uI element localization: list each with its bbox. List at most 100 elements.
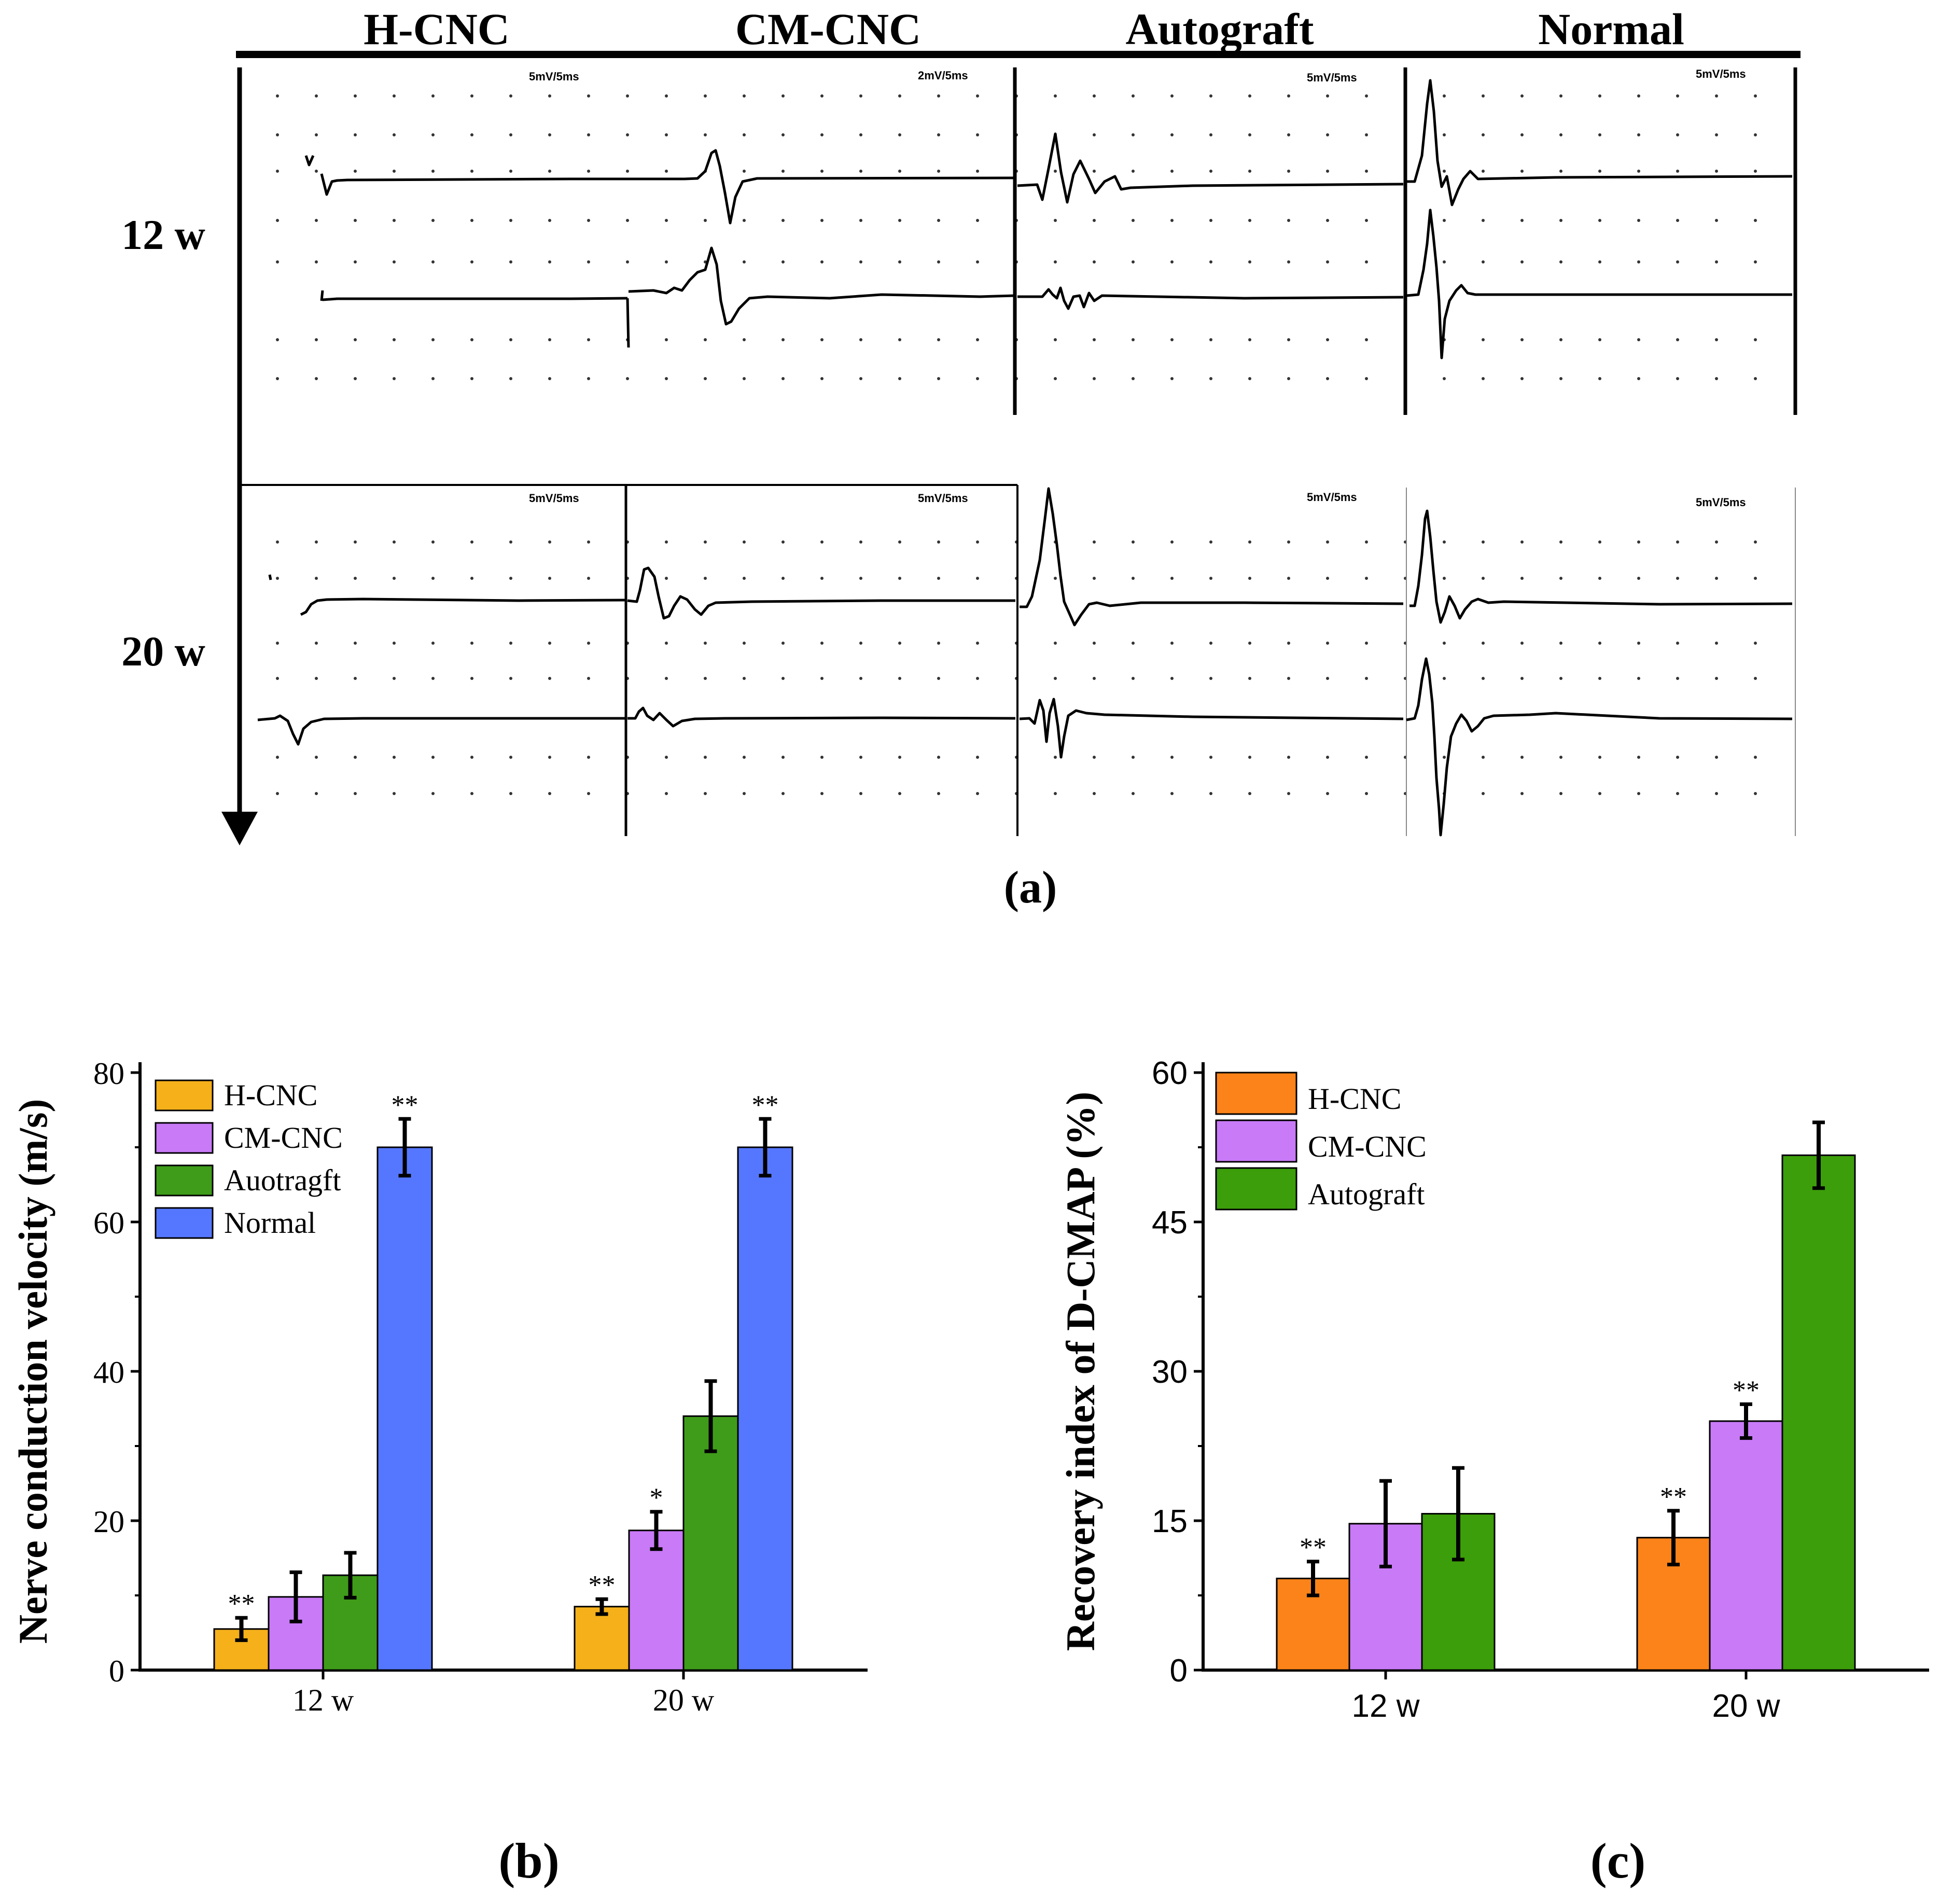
grid-dot <box>431 133 435 136</box>
grid-dot <box>1598 540 1601 544</box>
grid-dot <box>470 133 473 136</box>
grid-dot <box>859 170 862 173</box>
trace-12w-normal-b <box>1406 209 1792 359</box>
grid-dot <box>548 677 551 680</box>
grid-dot <box>1676 133 1679 136</box>
grid-dot <box>1326 756 1329 759</box>
x-tick-label: 20 w <box>653 1683 715 1717</box>
trace-20w-autograft-b <box>1019 698 1404 759</box>
grid-dot <box>315 577 318 580</box>
grid-dot <box>898 133 901 136</box>
grid-dot <box>820 677 824 680</box>
grid-dot <box>976 677 979 680</box>
grid-dot <box>509 170 512 173</box>
grid-dot <box>1520 170 1524 173</box>
emg-traces <box>257 79 1793 837</box>
y-tick-label: 45 <box>1152 1205 1188 1241</box>
legend-label: Autograft <box>1308 1177 1425 1211</box>
grid-dot <box>1132 170 1135 173</box>
legend-swatch <box>1215 1119 1297 1163</box>
grid-dot <box>1443 94 1446 98</box>
grid-dot <box>509 133 512 136</box>
grid-dot <box>1482 338 1485 341</box>
grid-dot <box>743 219 746 222</box>
grid-dot <box>1598 170 1601 173</box>
grid-dot <box>1170 756 1174 759</box>
grid-dot <box>1287 642 1290 645</box>
grid-dot <box>859 642 862 645</box>
grid-dot <box>665 219 668 222</box>
grid-dot <box>1054 377 1057 380</box>
grid-dot <box>1326 642 1329 645</box>
grid-dot <box>1287 338 1290 341</box>
grid-dot <box>1365 792 1368 795</box>
trace-20w-normal-b <box>1406 657 1793 837</box>
grid-dot <box>587 338 590 341</box>
grid-dot <box>704 642 707 645</box>
grid-dot <box>1287 792 1290 795</box>
grid-dot <box>1093 219 1096 222</box>
grid-dot <box>743 677 746 680</box>
grid-dot <box>1365 260 1368 263</box>
grid-dot <box>276 260 279 263</box>
grid-dot <box>393 260 396 263</box>
grid-dot <box>276 170 279 173</box>
grid-dot <box>1482 756 1485 759</box>
grid-dot <box>1209 677 1212 680</box>
grid-dot <box>1520 219 1524 222</box>
grid-dot <box>937 642 940 645</box>
grid-dot <box>1715 377 1718 380</box>
grid-dot <box>704 94 707 98</box>
col-header-cm-cnc: CM-CNC <box>735 4 921 54</box>
grid-dot <box>743 338 746 341</box>
chart-b: 0 20 40 60 80 Nerve conduction velocity (m/s)… <box>10 1057 868 1717</box>
bar <box>737 1146 793 1671</box>
grid-dot <box>704 577 707 580</box>
grid-dot <box>743 133 746 136</box>
grid-dot <box>587 792 590 795</box>
grid-dot <box>1170 219 1174 222</box>
grid-dot <box>1520 133 1524 136</box>
grid-dot <box>820 170 824 173</box>
grid-dot <box>1598 377 1601 380</box>
grid-dot <box>1598 219 1601 222</box>
grid-dot <box>976 540 979 544</box>
grid-dot <box>1054 94 1057 98</box>
significance-label: ** <box>1660 1482 1687 1512</box>
grid-dot <box>587 170 590 173</box>
grid-dot <box>1326 338 1329 341</box>
grid-dot <box>1598 260 1601 263</box>
y-tick-label: 30 <box>1152 1354 1188 1390</box>
grid-dot <box>509 219 512 222</box>
grid-dot <box>1482 377 1485 380</box>
grid-dot <box>276 540 279 544</box>
grid-dot <box>276 377 279 380</box>
grid-dot <box>898 756 901 759</box>
grid-dot <box>859 756 862 759</box>
grid-dot <box>1054 642 1057 645</box>
legend-swatch <box>155 1079 214 1111</box>
grid-dot <box>1209 756 1212 759</box>
grid-dot <box>1132 133 1135 136</box>
scale-labels: 5mV/5ms 2mV/5ms 5mV/5ms 5mV/5ms 5mV/5ms … <box>529 67 1746 509</box>
scale-label: 5mV/5ms <box>529 70 579 83</box>
grid-dot <box>1209 642 1212 645</box>
grid-dot <box>354 792 357 795</box>
grid-dot <box>743 792 746 795</box>
grid-dot <box>1209 540 1212 544</box>
grid-dot <box>1132 260 1135 263</box>
grid-dot <box>704 338 707 341</box>
grid-dot <box>548 94 551 98</box>
grid-dot <box>1754 540 1757 544</box>
grid-dot <box>276 94 279 98</box>
scale-label: 5mV/5ms <box>1307 491 1357 504</box>
grid-dot <box>548 219 551 222</box>
grid-dot <box>1132 94 1135 98</box>
grid-dot <box>1754 260 1757 263</box>
grid-dot <box>976 756 979 759</box>
grid-dot <box>1248 260 1251 263</box>
grid-dot <box>898 170 901 173</box>
grid-dot <box>626 133 629 136</box>
grid-dot <box>1676 792 1679 795</box>
grid-dot <box>781 377 785 380</box>
